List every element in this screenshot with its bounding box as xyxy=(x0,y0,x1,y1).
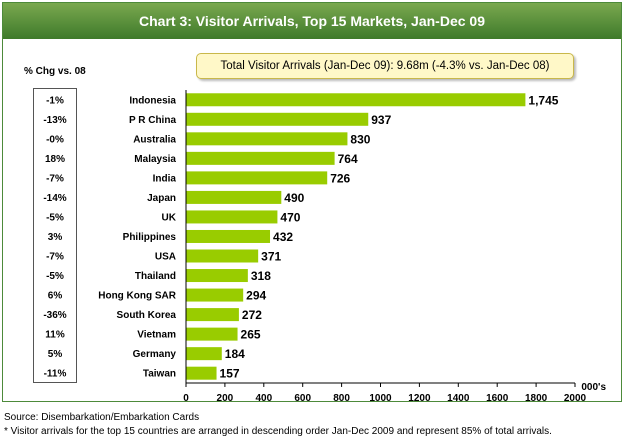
pct-change-value: -5% xyxy=(46,271,64,282)
value-label: 318 xyxy=(251,269,271,283)
x-tick-label: 2000 xyxy=(564,393,587,404)
x-tick-label: 1600 xyxy=(486,393,509,404)
value-label: 294 xyxy=(246,289,266,303)
x-tick-label: 400 xyxy=(255,393,272,404)
value-label: 184 xyxy=(225,347,245,361)
x-tick-label: 1400 xyxy=(447,393,470,404)
pct-change-value: 5% xyxy=(48,349,63,360)
category-label: India xyxy=(153,173,177,184)
value-label: 272 xyxy=(242,308,262,322)
x-tick-label: 1200 xyxy=(408,393,431,404)
category-label: Japan xyxy=(147,193,176,204)
pct-change-value: -7% xyxy=(46,252,64,263)
bar xyxy=(186,112,369,126)
footnote: * Visitor arrivals for the top 15 countr… xyxy=(4,426,552,437)
x-tick-label: 800 xyxy=(333,393,350,404)
bar xyxy=(186,171,328,185)
pct-change-value: 11% xyxy=(45,330,65,341)
pct-change-value: -11% xyxy=(44,369,67,380)
category-label: USA xyxy=(155,252,176,263)
category-label: P R China xyxy=(129,115,176,126)
value-label: 830 xyxy=(350,132,370,146)
category-label: Taiwan xyxy=(143,369,176,380)
x-tick-label: 200 xyxy=(217,393,234,404)
bar xyxy=(186,132,348,146)
pct-change-value: 18% xyxy=(45,154,65,165)
pct-change-value: -0% xyxy=(46,134,64,145)
total-arrivals-box: Total Visitor Arrivals (Jan-Dec 09): 9.6… xyxy=(196,53,574,79)
pct-change-value: -36% xyxy=(43,310,66,321)
bar xyxy=(186,93,526,107)
category-label: South Korea xyxy=(117,310,177,321)
pct-change-value: 3% xyxy=(48,232,63,243)
category-label: Hong Kong SAR xyxy=(98,291,177,302)
value-label: 157 xyxy=(220,367,240,381)
value-label: 265 xyxy=(241,328,261,342)
pct-change-box xyxy=(33,88,77,383)
bar xyxy=(186,249,259,263)
bar xyxy=(186,308,239,322)
category-label: Australia xyxy=(133,134,176,145)
value-label: 937 xyxy=(371,113,391,127)
x-tick-label: 0 xyxy=(183,393,189,404)
x-tick-label: 600 xyxy=(294,393,311,404)
bar xyxy=(186,151,335,165)
value-label: 490 xyxy=(284,191,304,205)
pct-change-value: 6% xyxy=(48,291,63,302)
bar xyxy=(186,190,282,204)
bar xyxy=(186,366,217,380)
bar xyxy=(186,347,222,361)
pct-change-value: -14% xyxy=(43,193,66,204)
bar xyxy=(186,288,244,302)
category-label: Philippines xyxy=(123,232,177,243)
value-label: 764 xyxy=(338,152,358,166)
value-label: 371 xyxy=(261,250,281,264)
value-label: 1,745 xyxy=(528,93,558,107)
value-label: 432 xyxy=(273,230,293,244)
pct-change-header: % Chg vs. 08 xyxy=(24,66,86,77)
x-axis-unit-label: 000's xyxy=(581,382,606,393)
category-label: Thailand xyxy=(135,271,176,282)
x-tick-label: 1800 xyxy=(525,393,548,404)
bar xyxy=(186,229,271,243)
bar xyxy=(186,327,238,341)
pct-change-value: -13% xyxy=(43,115,66,126)
x-tick-label: 1000 xyxy=(369,393,392,404)
chart-title: Chart 3: Visitor Arrivals, Top 15 Market… xyxy=(3,3,621,39)
category-label: UK xyxy=(162,212,177,223)
pct-change-value: -5% xyxy=(46,212,64,223)
category-label: Indonesia xyxy=(129,95,176,106)
bar xyxy=(186,210,278,224)
chart-frame: Chart 3: Visitor Arrivals, Top 15 Market… xyxy=(2,2,622,402)
category-label: Vietnam xyxy=(137,330,176,341)
value-label: 726 xyxy=(330,171,350,185)
pct-change-value: -7% xyxy=(46,173,64,184)
category-label: Malaysia xyxy=(134,154,176,165)
bar xyxy=(186,269,248,283)
pct-change-value: -1% xyxy=(46,95,64,106)
category-label: Germany xyxy=(133,349,177,360)
value-label: 470 xyxy=(280,210,300,224)
source-note: Source: Disembarkation/Embarkation Cards xyxy=(4,412,200,423)
